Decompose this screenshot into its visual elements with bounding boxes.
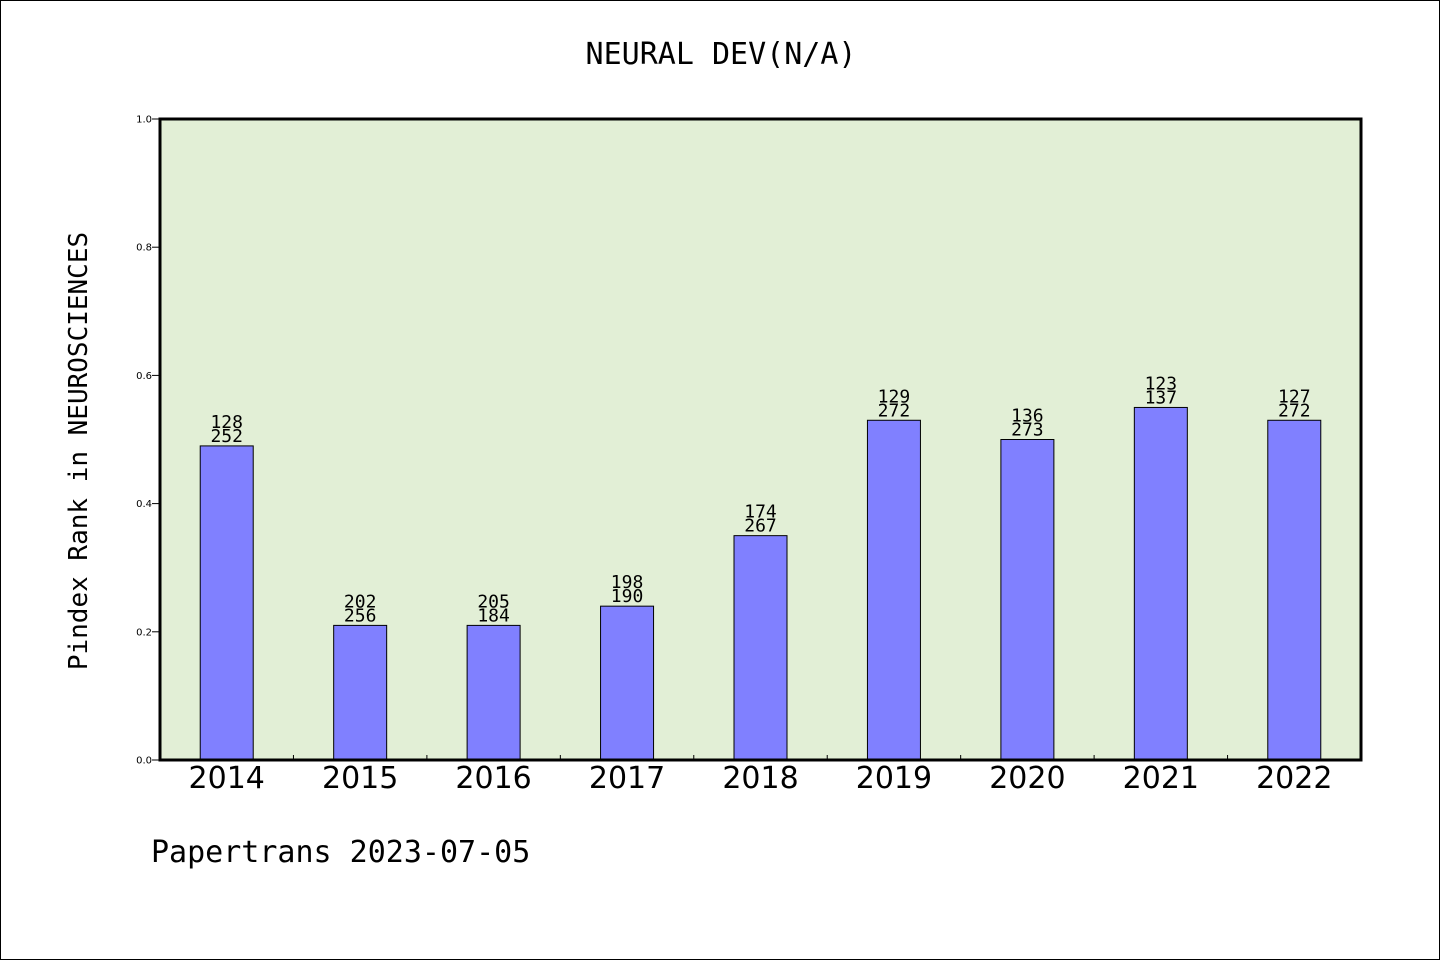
bar-2017 [600,605,655,761]
bar-label-top: 136 [1011,406,1044,427]
bar-label-top: 198 [611,572,644,593]
x-tick-label: 2016 [455,761,531,796]
x-tick-label: 2017 [589,761,665,796]
bar-2021 [1133,406,1188,761]
y-tick-label: 0.0 [136,756,152,767]
x-tick-label: 2020 [989,761,1065,796]
bar-label-bottom: 137 [1145,387,1178,408]
x-tick-label: 2021 [1123,761,1199,796]
bar-2020 [1000,439,1055,761]
x-tick-label: 2018 [722,761,798,796]
footer-text: Papertrans 2023-07-05 [151,835,531,870]
bar-2014 [199,445,254,761]
bar-2015 [333,624,388,761]
bar-label-bottom: 272 [878,400,911,421]
bar-label-bottom: 252 [210,426,243,447]
bar-label-bottom: 256 [344,605,377,626]
bar-2018 [733,535,788,761]
bar-label-bottom: 190 [611,586,644,607]
y-tick-label: 0.6 [136,371,152,382]
x-tick-label: 2014 [189,761,265,796]
x-tick-label: 2022 [1256,761,1332,796]
y-tick-label: 0.4 [136,499,152,510]
y-tick-label: 1.0 [136,115,152,126]
bar-label-top: 205 [477,591,510,612]
bar-label-top: 123 [1145,373,1178,394]
bar-label-bottom: 273 [1011,420,1044,441]
x-tick-label: 2015 [322,761,398,796]
chart-title: NEURAL DEV(N/A) [585,37,857,72]
y-tick-label: 0.8 [136,243,152,254]
bar-label-top: 127 [1278,386,1311,407]
bar-label-bottom: 184 [477,605,510,626]
plot-frame [158,117,1363,762]
x-tick-label: 2019 [856,761,932,796]
bar-label-bottom: 272 [1278,400,1311,421]
bar-2022 [1267,419,1322,761]
bar-2019 [866,419,921,761]
bar-2016 [466,624,521,761]
y-tick-label: 0.2 [136,627,152,638]
bar-label-top: 129 [878,386,911,407]
bar-label-top: 202 [344,591,377,612]
bar-label-top: 174 [744,502,777,523]
bar-label-top: 128 [210,412,243,433]
bar-label-bottom: 267 [744,516,777,537]
